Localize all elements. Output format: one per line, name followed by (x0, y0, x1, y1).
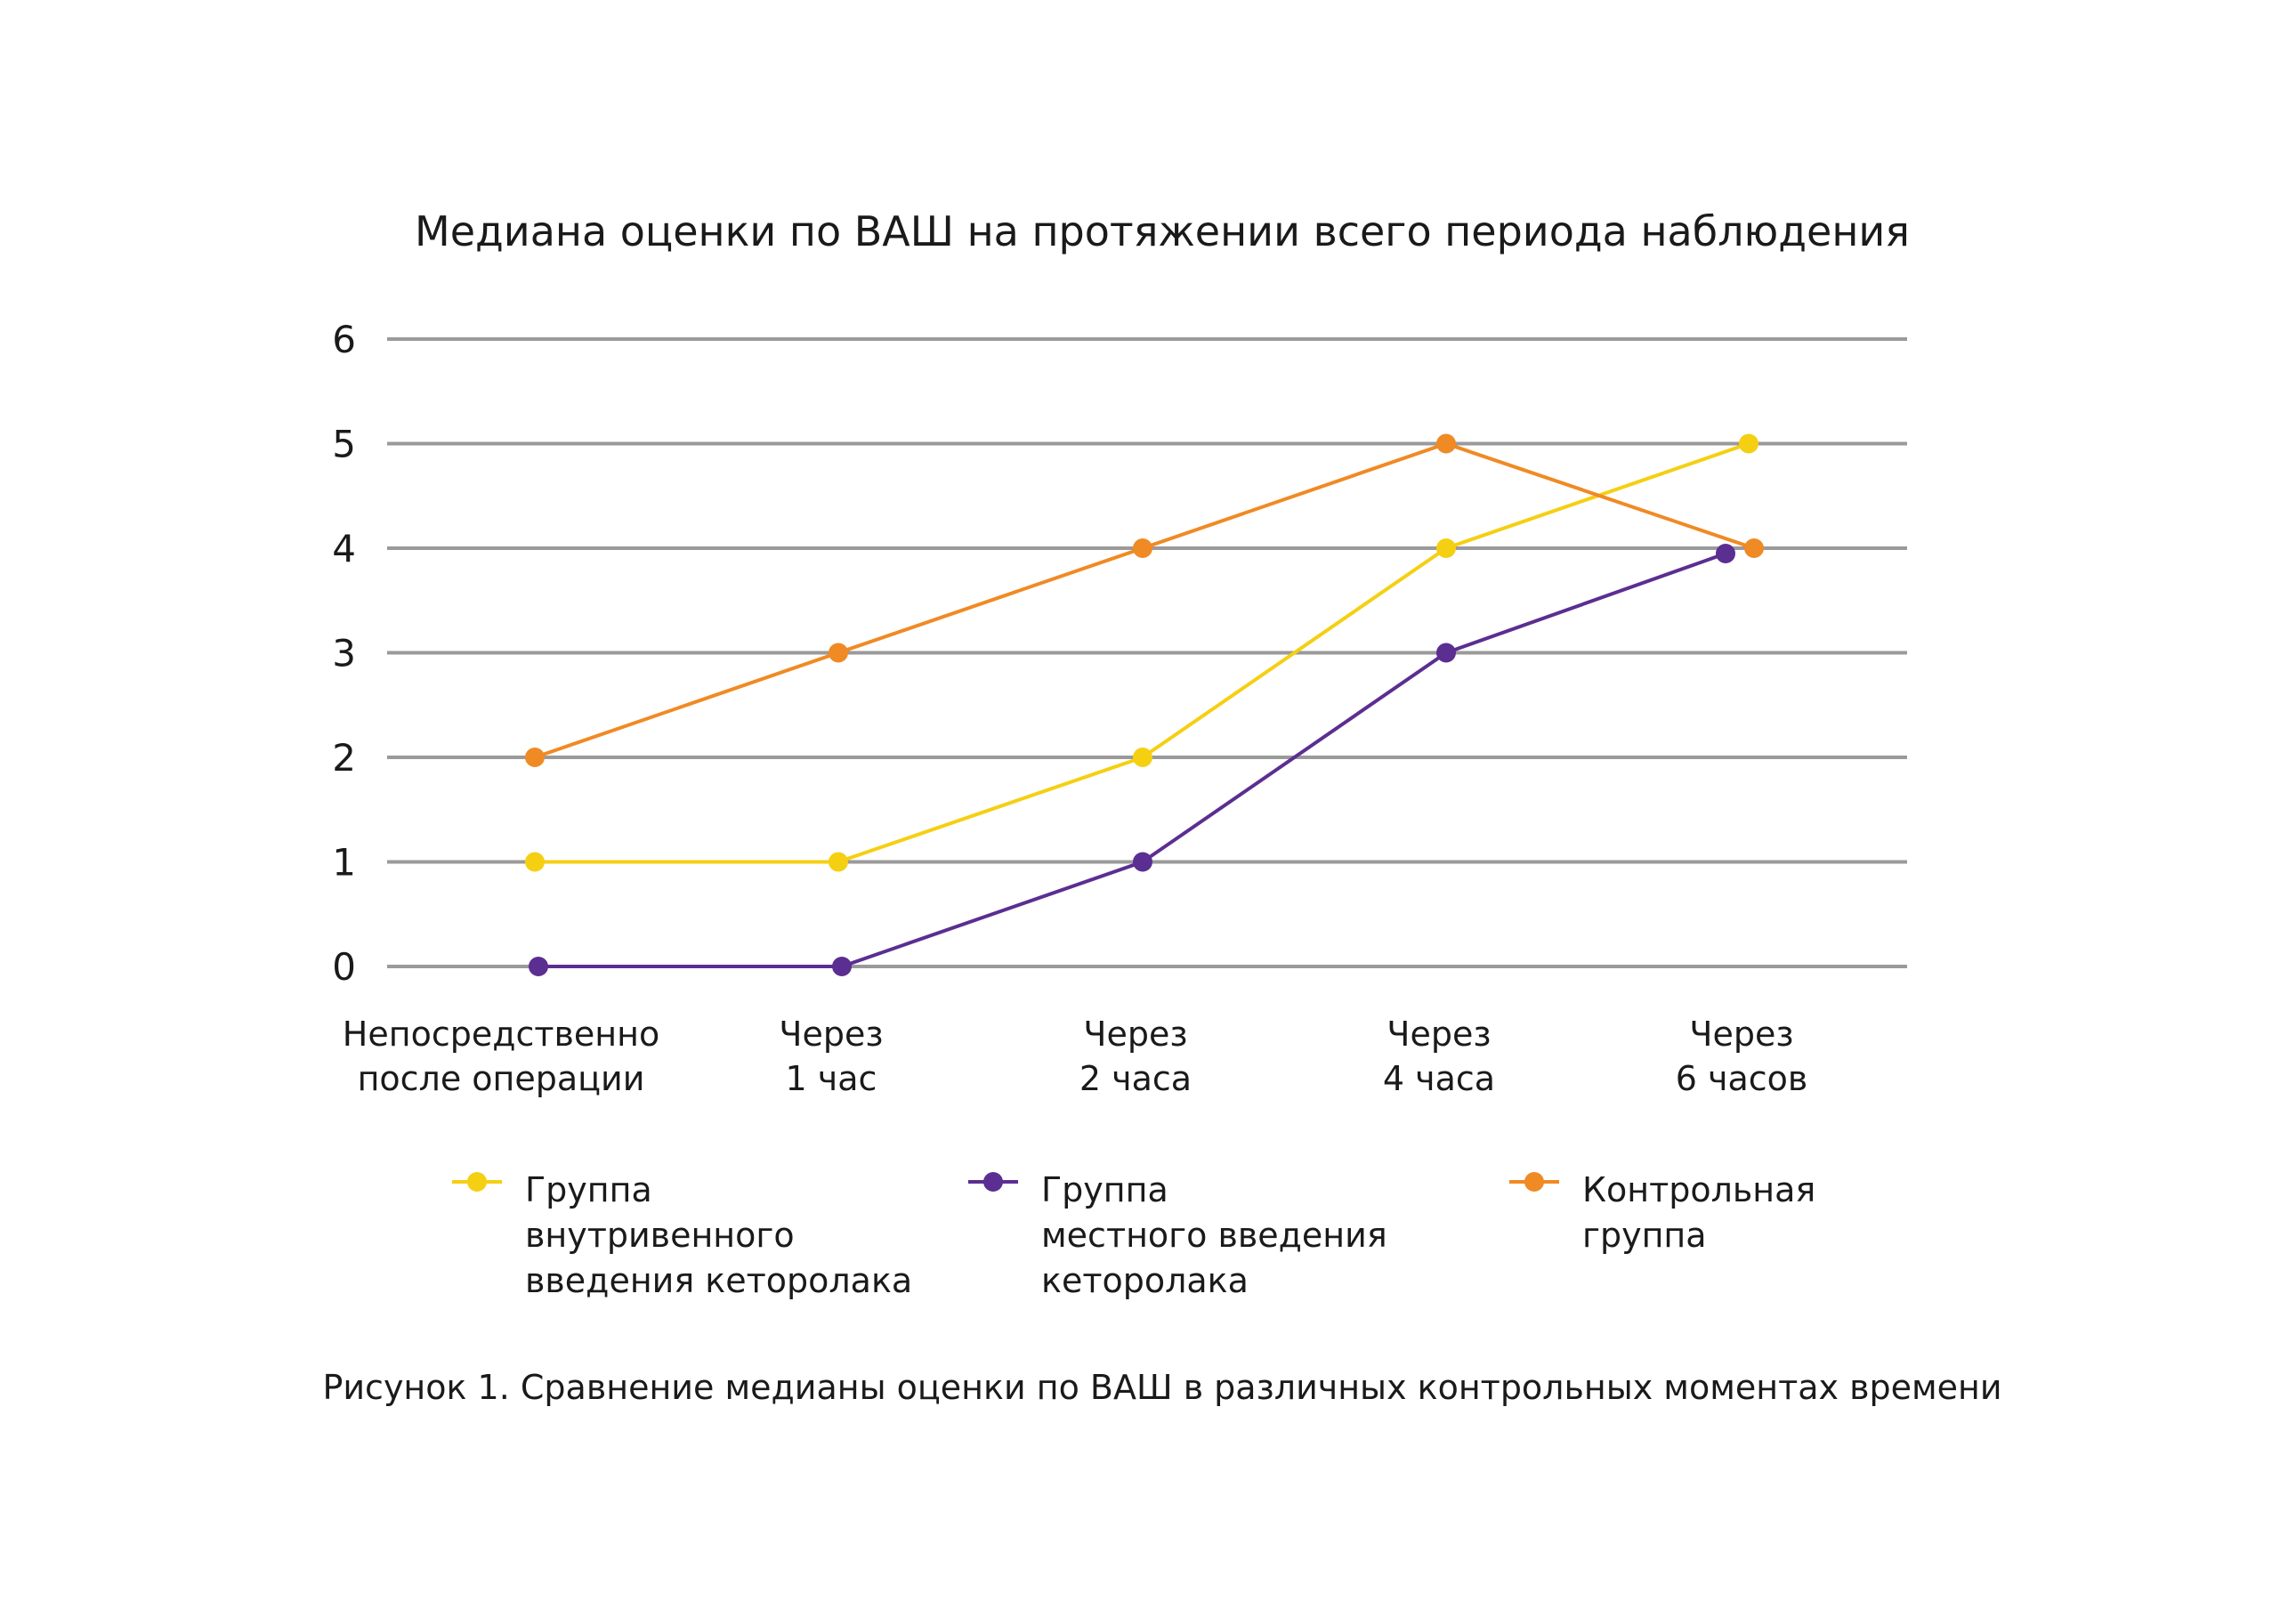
gridlines (387, 337, 1907, 968)
x-tick-label: 1 час (786, 1059, 877, 1098)
data-point (829, 852, 848, 872)
figure-caption: Рисунок 1. Сравнение медианы оценки по В… (322, 1368, 2001, 1407)
y-tick-label: 1 (332, 841, 356, 885)
data-point (1133, 748, 1152, 767)
data-point (1739, 433, 1758, 454)
series-line (534, 441, 1755, 759)
legend-label: Контрольная (1582, 1170, 1815, 1209)
data-point (1436, 643, 1456, 663)
legend-item: Группа местного введения кеторолака (968, 1170, 1387, 1300)
legend-swatch-point (467, 1172, 487, 1192)
x-tick-label: Через (1689, 1015, 1793, 1054)
x-tick-label: Через (1083, 1015, 1187, 1054)
y-tick-label: 2 (332, 736, 356, 780)
data-point (1133, 538, 1152, 558)
y-tick-labels: 0 1 2 3 4 5 6 (332, 318, 356, 989)
legend-swatch-point (983, 1172, 1003, 1192)
x-tick-label: 6 часов (1676, 1059, 1808, 1098)
data-point (1436, 433, 1456, 454)
y-tick-label: 6 (332, 318, 356, 361)
y-tick-label: 3 (332, 632, 356, 675)
data-point (829, 643, 848, 663)
legend-item: Группа внутривенного введения кеторолака (452, 1170, 912, 1300)
legend-label: внутривенного (525, 1216, 795, 1255)
x-tick-labels: Непосредственно после операции Через 1 час Ч… (343, 1015, 1808, 1098)
legend-label: введения кеторолака (525, 1261, 912, 1300)
legend-label: Группа (525, 1170, 652, 1209)
legend-swatch-point (1524, 1172, 1544, 1192)
legend-label: кеторолака (1041, 1261, 1249, 1300)
data-point (832, 957, 852, 976)
x-tick-label: Непосредственно (343, 1015, 659, 1054)
data-point (1133, 852, 1152, 872)
data-point (1436, 538, 1456, 558)
chart-title: Медиана оценки по ВАШ на протяжении всег… (415, 207, 1910, 255)
legend-label: местного введения (1041, 1216, 1387, 1255)
y-tick-label: 4 (332, 527, 356, 570)
data-point (1744, 538, 1764, 558)
x-tick-label: Через (1386, 1015, 1491, 1054)
x-tick-label: Через (779, 1015, 883, 1054)
data-point (525, 852, 545, 872)
legend-label: Группа (1041, 1170, 1168, 1209)
data-point (529, 957, 548, 976)
series-lines (534, 441, 1755, 968)
legend-label: группа (1582, 1216, 1707, 1255)
data-point (525, 748, 545, 767)
y-tick-label: 0 (332, 945, 356, 989)
series-points (525, 433, 1764, 976)
x-tick-label: 4 часа (1383, 1059, 1495, 1098)
y-tick-label: 5 (332, 423, 356, 466)
data-point (1716, 544, 1735, 563)
legend-item: Контрольная группа (1509, 1170, 1815, 1255)
x-tick-label: после операции (358, 1059, 645, 1098)
x-tick-label: 2 часа (1079, 1059, 1192, 1098)
